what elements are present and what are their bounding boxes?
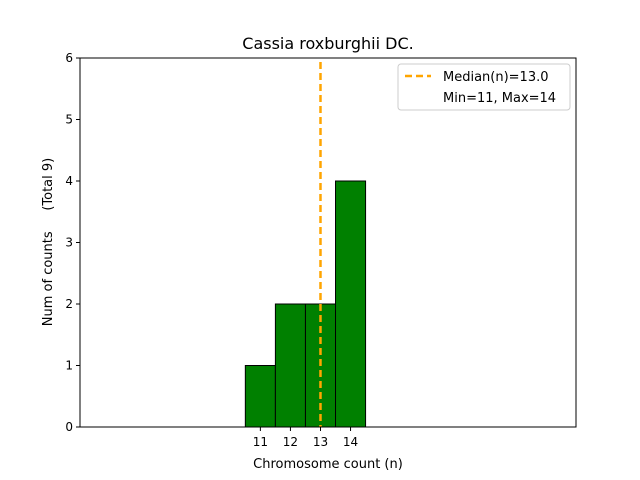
y-tick-label: 0 bbox=[65, 420, 73, 434]
x-axis: 11 12 13 14 bbox=[253, 427, 358, 449]
legend: Median(n)=13.0 Min=11, Max=14 bbox=[397, 63, 571, 111]
x-axis-label: Chromosome count (n) bbox=[253, 457, 403, 472]
x-tick-label: 11 bbox=[253, 435, 268, 449]
y-tick-label: 2 bbox=[65, 297, 73, 311]
y-tick-label: 1 bbox=[65, 359, 73, 373]
bar-14 bbox=[335, 180, 367, 428]
y-axis: 0 1 2 3 4 5 6 bbox=[65, 51, 80, 434]
x-tick-label: 12 bbox=[283, 435, 298, 449]
y-axis-label: Num of counts (Total 9) bbox=[41, 158, 56, 326]
x-tick-label: 13 bbox=[313, 435, 328, 449]
legend-box bbox=[397, 63, 571, 111]
y-tick-label: 6 bbox=[65, 51, 73, 65]
y-tick-label: 5 bbox=[65, 113, 73, 127]
chart-title: Cassia roxburghii DC. bbox=[242, 34, 413, 53]
x-tick-label: 14 bbox=[343, 435, 358, 449]
bar-11 bbox=[244, 365, 276, 428]
legend-entry-range: Min=11, Max=14 bbox=[443, 91, 556, 106]
y-tick-label: 4 bbox=[65, 174, 73, 188]
y-tick-label: 3 bbox=[65, 236, 73, 250]
plot-area bbox=[80, 62, 435, 428]
legend-entry-median: Median(n)=13.0 bbox=[443, 70, 549, 85]
bar-12 bbox=[274, 303, 306, 428]
